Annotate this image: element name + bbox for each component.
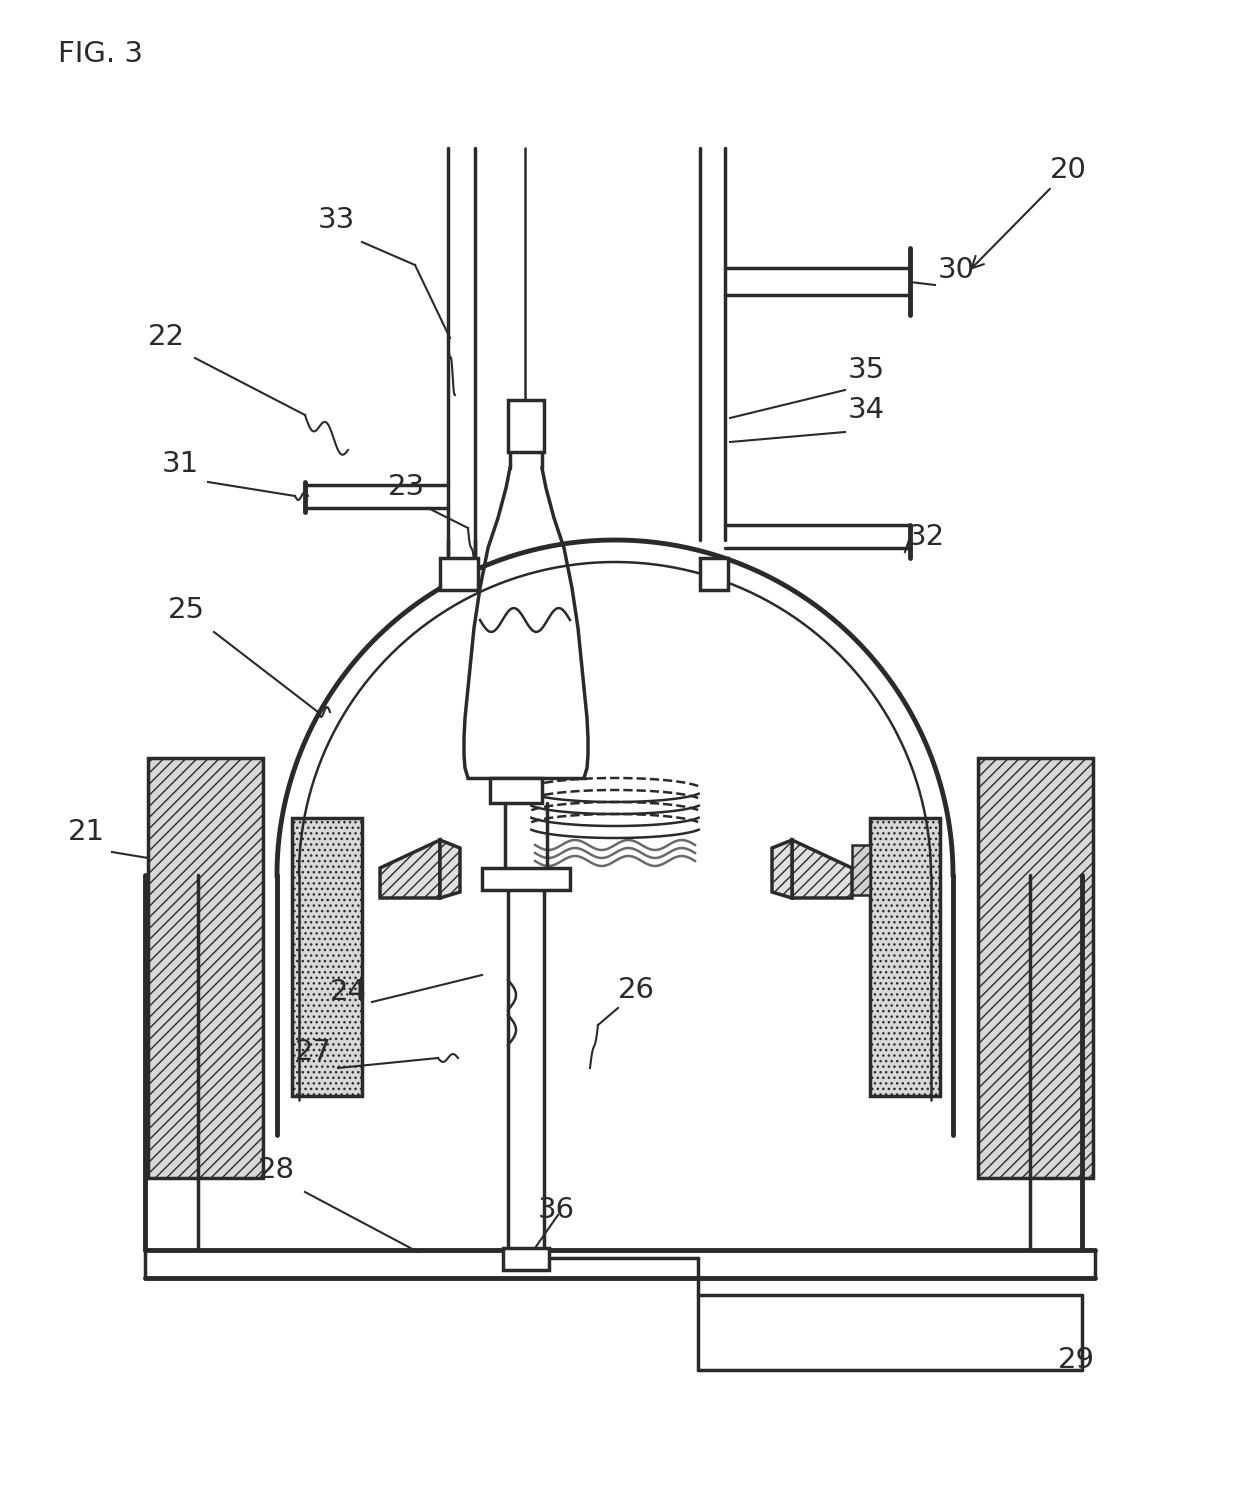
Bar <box>482 869 570 890</box>
Bar <box>291 818 362 1096</box>
Bar <box>870 818 940 1096</box>
Text: 36: 36 <box>538 1196 575 1223</box>
Bar <box>440 558 477 591</box>
Text: FIG. 3: FIG. 3 <box>58 41 143 68</box>
Text: 24: 24 <box>330 978 367 1006</box>
Polygon shape <box>440 840 460 897</box>
Bar <box>508 400 544 452</box>
Text: 21: 21 <box>68 818 105 846</box>
Bar <box>503 1247 549 1270</box>
Bar <box>701 558 728 591</box>
Text: 25: 25 <box>167 597 205 624</box>
Bar <box>148 758 263 1178</box>
Text: 23: 23 <box>388 473 425 500</box>
Text: 34: 34 <box>848 395 885 424</box>
Bar <box>852 845 870 894</box>
Text: 22: 22 <box>148 323 185 352</box>
Polygon shape <box>379 840 440 897</box>
Text: 26: 26 <box>618 975 655 1004</box>
Text: 30: 30 <box>937 256 975 284</box>
Polygon shape <box>773 840 792 897</box>
Text: 31: 31 <box>162 449 200 478</box>
Text: 20: 20 <box>972 156 1087 269</box>
Bar <box>490 779 542 803</box>
Text: 29: 29 <box>1058 1347 1095 1374</box>
Text: 33: 33 <box>317 206 355 234</box>
Text: 32: 32 <box>908 523 945 552</box>
Text: 28: 28 <box>258 1156 295 1184</box>
Bar <box>978 758 1092 1178</box>
Polygon shape <box>792 840 852 897</box>
Text: 35: 35 <box>848 356 885 383</box>
Text: 27: 27 <box>295 1039 332 1066</box>
